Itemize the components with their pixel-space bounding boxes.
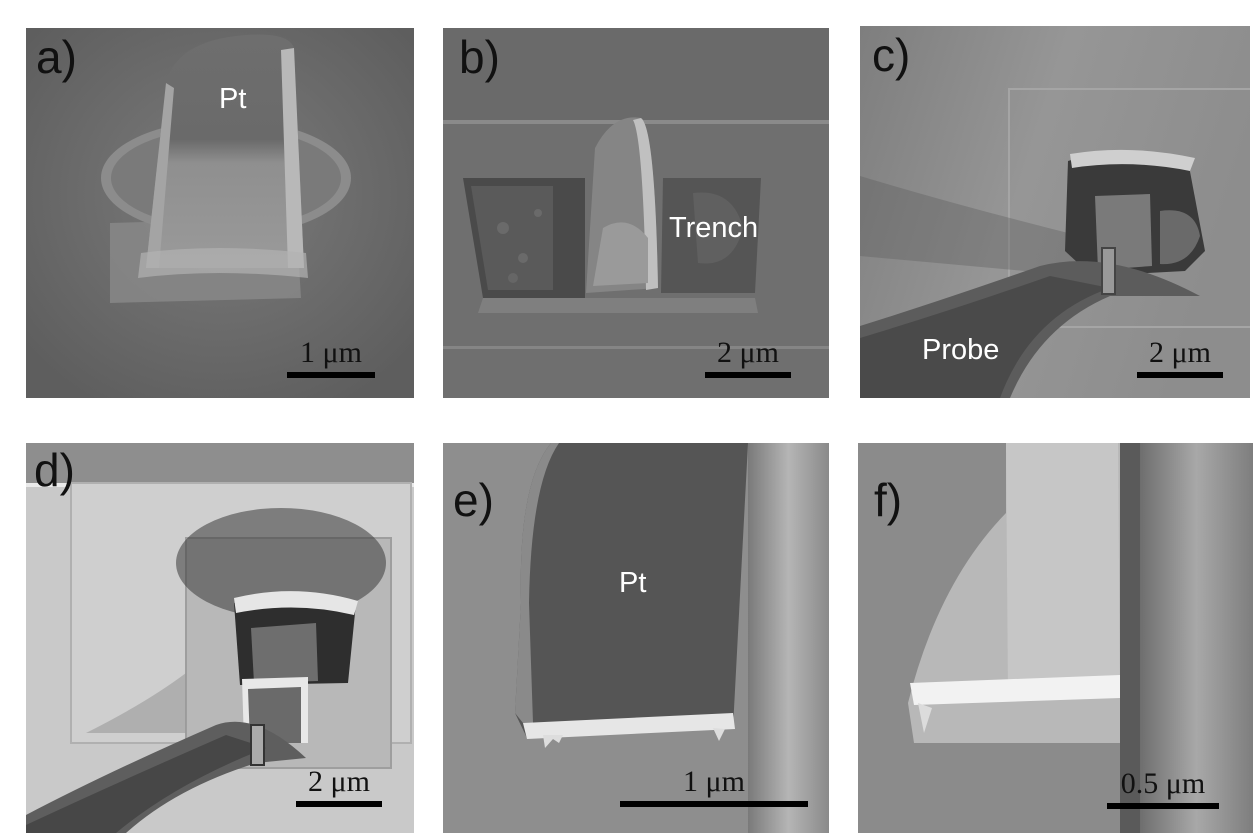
panel-label-f: f): [874, 474, 903, 526]
scale-text-c: 2 μm: [1149, 336, 1211, 369]
scale-line-c: [1137, 372, 1223, 378]
scale-line-e: [620, 801, 808, 807]
sem-image-a: [26, 28, 414, 398]
scale-text-f: 0.5 μm: [1120, 767, 1206, 800]
annotation-trench: Trench: [669, 212, 759, 244]
scale-line-a: [287, 372, 375, 378]
scale-text-a: 1 μm: [300, 336, 362, 369]
sem-panel-d: d) 2 μm: [26, 443, 414, 833]
panel-label-a: a): [36, 31, 77, 83]
scale-text-b: 2 μm: [717, 336, 779, 369]
scale-bar-e: 1 μm: [618, 767, 810, 807]
sem-image-b: [443, 28, 829, 398]
sem-image-f: [858, 443, 1253, 833]
panel-label-d: d): [34, 444, 75, 496]
annotation-pt-a: Pt: [219, 83, 247, 115]
scale-line-b: [705, 372, 791, 378]
sem-panel-a: a) Pt 1 μm: [26, 28, 414, 398]
scale-bar-d: 2 μm: [284, 767, 394, 807]
sem-panel-c: c) Probe 2 μm: [860, 26, 1250, 398]
scale-line-d: [296, 801, 382, 807]
sem-panel-e: e) Pt 1 μm: [443, 443, 829, 833]
panel-label-c: c): [872, 29, 911, 81]
sem-panel-b: b) Trench 2 μm: [443, 28, 829, 398]
annotation-pt-e: Pt: [619, 567, 647, 599]
panel-label-e: e): [453, 474, 494, 526]
sem-panel-f: f) 0.5 μm: [858, 443, 1253, 833]
scale-bar-c: 2 μm: [1125, 338, 1235, 378]
scale-line-f: [1107, 803, 1219, 809]
scale-bar-a: 1 μm: [276, 338, 386, 378]
sem-image-c: [860, 26, 1250, 398]
sem-image-e: [443, 443, 829, 833]
panel-label-b: b): [459, 31, 500, 83]
annotation-probe: Probe: [922, 334, 1000, 366]
scale-text-d: 2 μm: [308, 765, 370, 798]
scale-bar-b: 2 μm: [693, 338, 803, 378]
scale-text-e: 1 μm: [683, 765, 745, 798]
sem-image-d: [26, 443, 414, 833]
scale-bar-f: 0.5 μm: [1098, 769, 1228, 809]
